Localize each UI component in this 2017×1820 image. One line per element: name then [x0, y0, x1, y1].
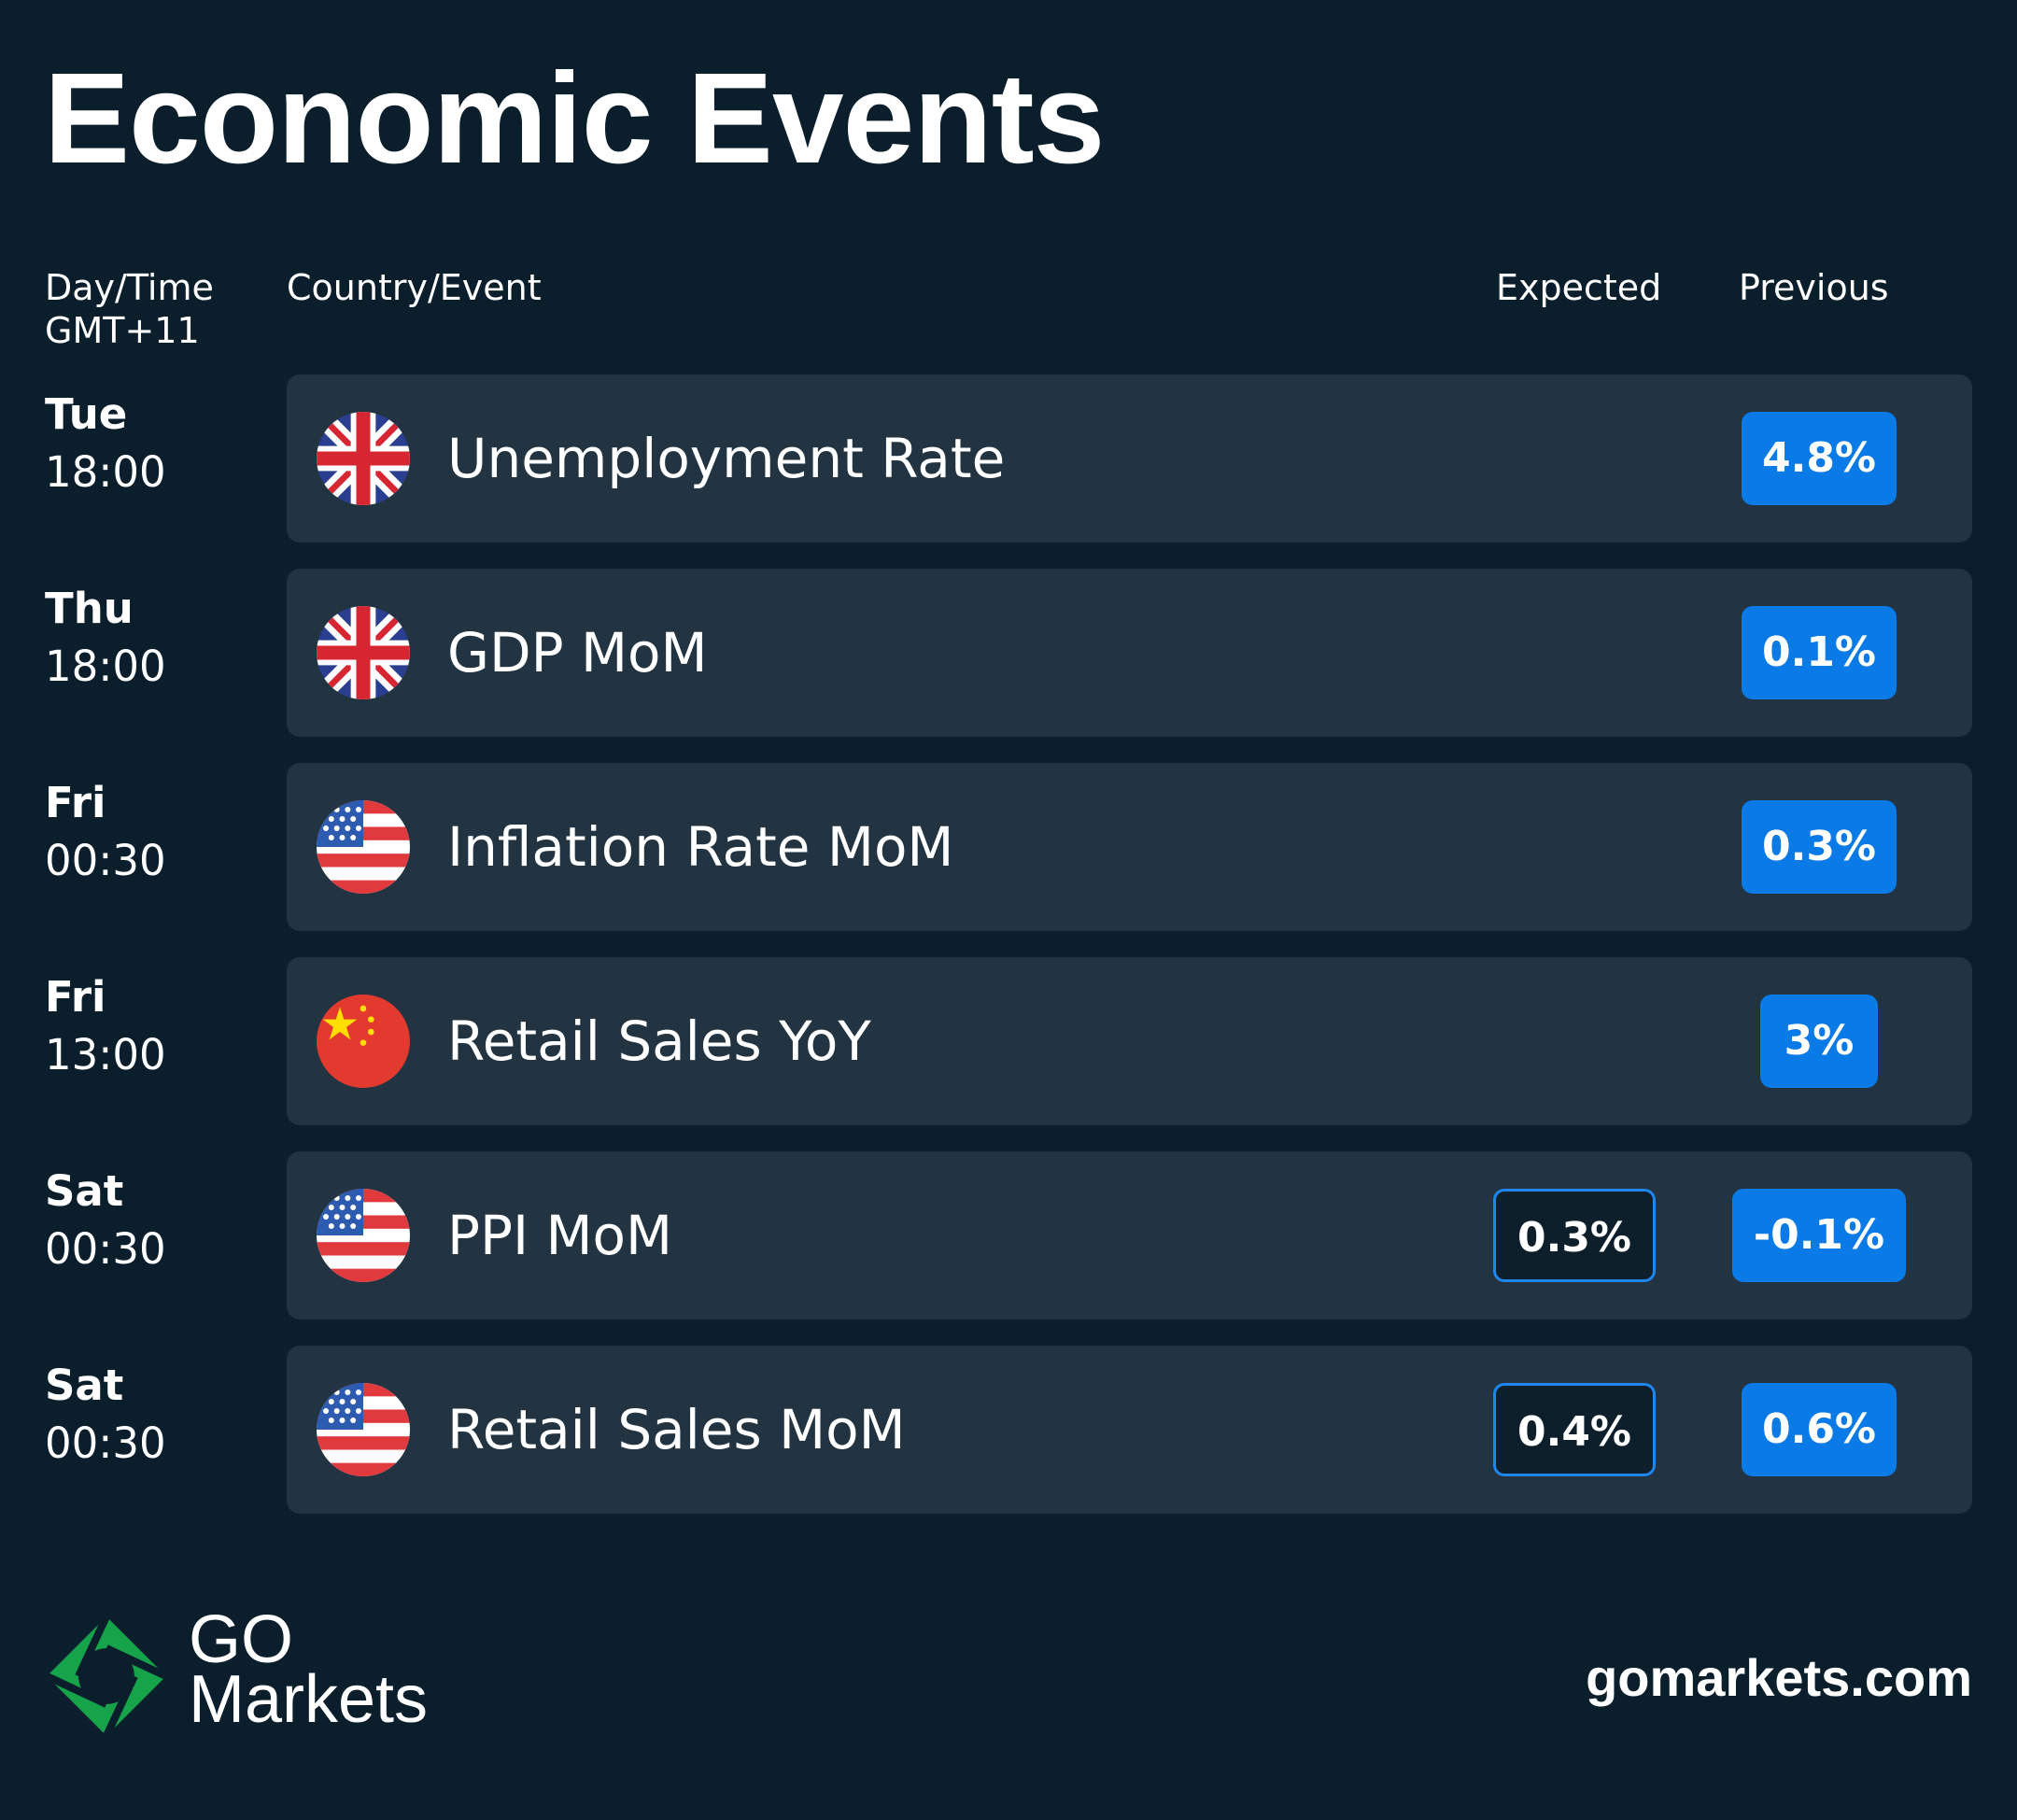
event-time: 13:00: [45, 1030, 166, 1079]
event-card[interactable]: Retail Sales MoM 0.4% 0.6%: [287, 1346, 1972, 1514]
event-name: PPI MoM: [447, 1204, 673, 1267]
event-day-time: Sat 00:30: [45, 1163, 166, 1278]
event-day-time: Fri 00:30: [45, 774, 166, 890]
brand-name: GO Markets: [189, 1602, 429, 1737]
event-row: Thu 18:00 GDP MoM 0.1%: [0, 569, 2017, 737]
event-row: Fri 00:30 Inflation Rate MoM 0.3%: [0, 763, 2017, 931]
event-day: Sat: [45, 1361, 124, 1410]
event-time: 00:30: [45, 836, 166, 885]
event-time: 00:30: [45, 1224, 166, 1274]
page-title: Economic Events: [44, 47, 1105, 190]
event-time: 00:30: [45, 1418, 166, 1468]
brand-name-line1: GO: [189, 1602, 294, 1677]
header-previous: Previous: [1739, 267, 1889, 308]
event-time: 18:00: [45, 447, 166, 497]
event-day: Fri: [45, 972, 106, 1022]
expected-value: 0.3%: [1493, 1189, 1656, 1282]
us-flag-icon: [317, 800, 410, 894]
event-day-time: Tue 18:00: [45, 386, 166, 501]
event-card[interactable]: GDP MoM 0.1%: [287, 569, 1972, 737]
event-card[interactable]: Inflation Rate MoM 0.3%: [287, 763, 1972, 931]
expected-value: 0.4%: [1493, 1383, 1656, 1476]
event-day-time: Thu 18:00: [45, 580, 166, 696]
event-card[interactable]: Retail Sales YoY 3%: [287, 957, 1972, 1125]
previous-value: 0.3%: [1742, 800, 1897, 894]
header-timezone-label: GMT+11: [45, 310, 200, 351]
previous-value: 4.8%: [1742, 412, 1897, 505]
event-time: 18:00: [45, 642, 166, 691]
website-link[interactable]: gomarkets.com: [1586, 1648, 1972, 1707]
uk-flag-icon: [317, 412, 410, 505]
event-name: Retail Sales MoM: [447, 1398, 906, 1461]
event-name: Inflation Rate MoM: [447, 815, 954, 879]
us-flag-icon: [317, 1189, 410, 1282]
previous-value: 0.1%: [1742, 606, 1897, 699]
event-day: Fri: [45, 778, 106, 827]
brand-name-line2: Markets: [189, 1662, 429, 1737]
china-flag-icon: [317, 995, 410, 1088]
event-name: GDP MoM: [447, 621, 708, 684]
header-expected: Expected: [1496, 267, 1662, 308]
header-country-event: Country/Event: [287, 267, 542, 308]
previous-value: -0.1%: [1732, 1189, 1906, 1282]
event-row: Sat 00:30 PPI MoM 0.3% -0.1%: [0, 1151, 2017, 1319]
event-name: Retail Sales YoY: [447, 1009, 871, 1073]
us-flag-icon: [317, 1383, 410, 1476]
previous-value: 0.6%: [1742, 1383, 1897, 1476]
event-row: Tue 18:00 Unemployment Rate 4.8%: [0, 374, 2017, 543]
go-markets-logo-icon: [43, 1613, 170, 1740]
event-day: Tue: [45, 389, 128, 439]
event-name: Unemployment Rate: [447, 427, 1006, 490]
uk-flag-icon: [317, 606, 410, 699]
event-card[interactable]: Unemployment Rate 4.8%: [287, 374, 1972, 543]
header-day-time-label: Day/Time: [45, 267, 214, 308]
event-day-time: Fri 13:00: [45, 968, 166, 1084]
event-card[interactable]: PPI MoM 0.3% -0.1%: [287, 1151, 1972, 1319]
event-day: Thu: [45, 584, 134, 633]
event-day: Sat: [45, 1166, 124, 1216]
previous-value: 3%: [1760, 995, 1878, 1088]
event-row: Sat 00:30 Retail Sales MoM 0.4% 0.6%: [0, 1346, 2017, 1514]
event-row: Fri 13:00 Retail Sales YoY 3%: [0, 957, 2017, 1125]
event-day-time: Sat 00:30: [45, 1357, 166, 1473]
header-day-time: Day/Time GMT+11: [45, 266, 214, 352]
